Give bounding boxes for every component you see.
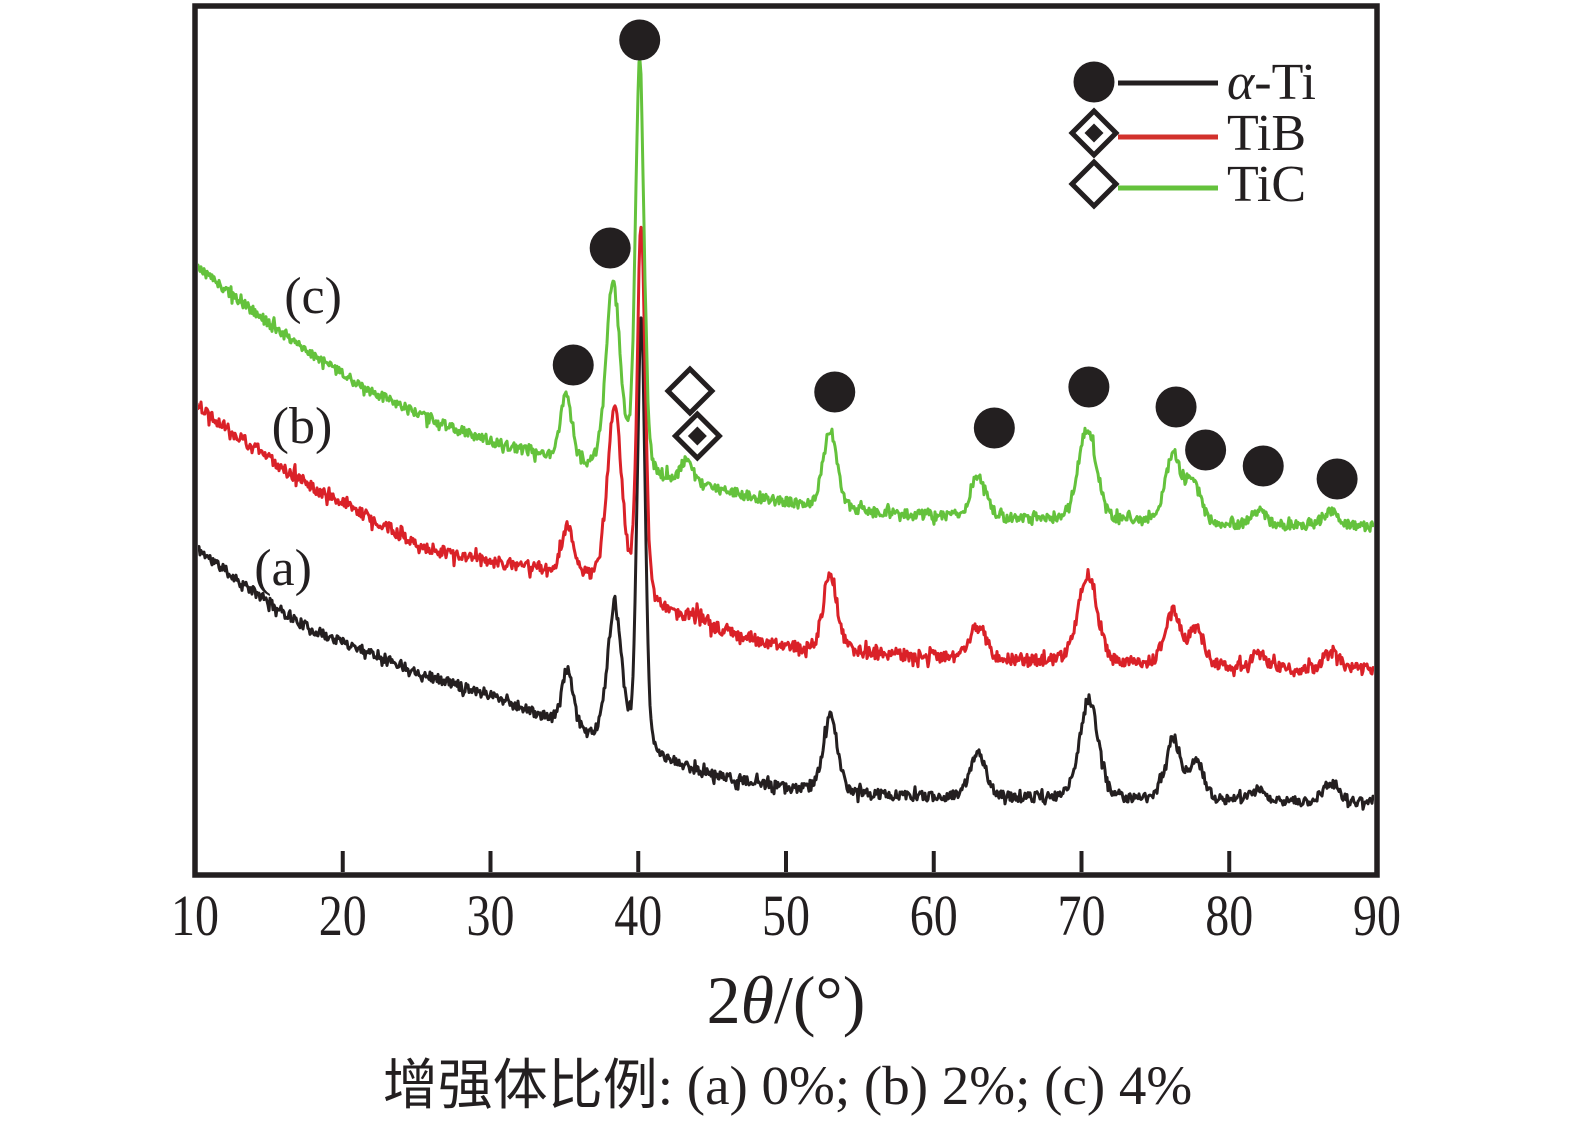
xrd-trace-a: [198, 316, 1374, 811]
open-diamond-legend-2: [1068, 158, 1120, 210]
curve-label-c: (c): [284, 268, 342, 325]
filled-circle-marker-6: [1155, 386, 1197, 428]
open-diamond-marker-10: [664, 365, 716, 417]
filled-circle-marker-9: [1316, 458, 1358, 500]
curve-label-b: (b): [272, 398, 333, 455]
diamond-dot-legend-1: [1068, 107, 1120, 159]
plot-frame: [192, 3, 1380, 878]
x-tick-label-70: 70: [1058, 883, 1106, 948]
filled-circle-marker-5: [1068, 366, 1110, 408]
figure-caption: 增强体比例: (a) 0%; (b) 2%; (c) 4%: [382, 1055, 1193, 1116]
legend-label-0: α-Ti: [1227, 54, 1316, 111]
x-axis-label-unit: /(°): [774, 962, 866, 1038]
filled-circle-marker-2: [619, 19, 661, 61]
x-axis-label-num: 2: [706, 962, 741, 1038]
filled-circle-marker-8: [1242, 445, 1284, 487]
x-axis-label-theta: θ: [740, 962, 775, 1038]
filled-circle-marker-0: [552, 344, 594, 386]
traces-group: [198, 59, 1374, 811]
xrd-trace-c: [198, 59, 1374, 533]
filled-circle-marker-3: [814, 371, 856, 413]
xrd-trace-b: [198, 225, 1374, 678]
legend-label-2: TiC: [1227, 156, 1306, 213]
x-tick-label-30: 30: [467, 883, 515, 948]
x-tick-label-20: 20: [319, 883, 367, 948]
filled-circle-marker-7: [1185, 429, 1227, 471]
filled-circle-legend-0: [1073, 61, 1115, 103]
peak-markers: [552, 19, 1358, 500]
x-axis-label: 2θ/(°): [195, 966, 1377, 1034]
filled-circle-marker-4: [973, 407, 1015, 449]
x-tick-label-60: 60: [910, 883, 958, 948]
x-tick-label-10: 10: [171, 883, 219, 948]
x-tick-label-80: 80: [1205, 883, 1253, 948]
legend-label-1: TiB: [1227, 105, 1306, 162]
x-tick-label-90: 90: [1353, 883, 1401, 948]
curve-label-a: (a): [254, 540, 312, 597]
diamond-dot-marker-11: [671, 410, 723, 462]
x-tick-label-50: 50: [762, 883, 810, 948]
filled-circle-marker-1: [589, 227, 631, 269]
x-tick-label-40: 40: [614, 883, 662, 948]
